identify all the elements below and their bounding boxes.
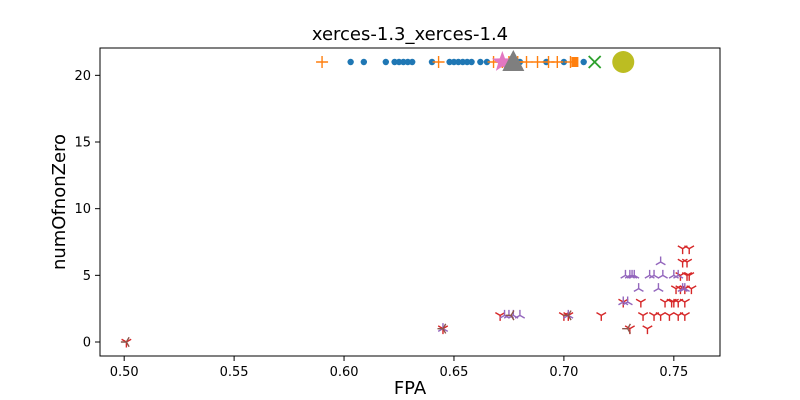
x-axis: 0.50 0.55 0.60 0.65 0.70 0.75 [110, 356, 688, 380]
data-point [395, 58, 403, 66]
data-point [580, 58, 587, 66]
data-point [360, 58, 368, 66]
x-tick-label: 0.60 [330, 365, 359, 380]
data-point [657, 269, 668, 279]
data-point [655, 256, 666, 266]
x-tick-label: 0.55 [220, 365, 249, 380]
data-point [673, 269, 684, 279]
data-point [684, 245, 695, 255]
data-point [622, 296, 633, 306]
plot-area [120, 50, 697, 348]
data-point [681, 258, 693, 268]
data-point [633, 283, 644, 293]
y-axis-label: numOfnonZero [49, 134, 70, 270]
x-tick-label: 0.50 [110, 365, 139, 380]
y-axis: 0 5 10 15 20 [74, 69, 100, 351]
data-point [408, 58, 416, 66]
data-point [622, 323, 632, 334]
data-point [679, 298, 690, 308]
data-point [679, 311, 690, 321]
data-point [644, 269, 655, 279]
data-point [491, 51, 513, 71]
data-point [477, 58, 484, 66]
data-point [463, 58, 471, 66]
data-point [502, 50, 525, 71]
data-point [560, 58, 568, 66]
data-point [437, 323, 447, 334]
data-point [432, 56, 445, 68]
data-point [468, 58, 475, 66]
data-point [382, 58, 390, 66]
y-tick-label: 15 [74, 136, 91, 151]
data-point [455, 58, 462, 66]
data-point [347, 58, 354, 66]
plot-frame [99, 47, 721, 357]
data-point [446, 58, 453, 66]
data-point [664, 311, 675, 321]
data-point [459, 58, 466, 66]
data-point [588, 55, 602, 69]
data-point [400, 58, 407, 66]
data-point [629, 269, 640, 279]
data-point [679, 283, 690, 293]
data-point [562, 310, 572, 321]
data-point [391, 58, 398, 66]
data-point [612, 51, 635, 73]
data-point [642, 325, 653, 335]
data-point [428, 58, 436, 66]
data-point [450, 58, 458, 66]
data-point [677, 258, 688, 268]
data-point [520, 56, 533, 68]
x-axis-label: FPA [394, 378, 427, 399]
data-point [637, 311, 649, 321]
x-tick-label: 0.75 [659, 365, 688, 380]
data-point [571, 57, 579, 67]
data-point [316, 56, 329, 68]
data-point [404, 58, 412, 66]
data-point [655, 311, 666, 321]
data-point [531, 56, 544, 68]
data-point [551, 56, 564, 68]
chart-title: xerces-1.3_xerces-1.4 [312, 24, 508, 45]
data-point [635, 298, 646, 308]
x-tick-label: 0.65 [439, 365, 468, 380]
y-tick-label: 0 [83, 336, 91, 351]
data-point [505, 310, 515, 321]
x-tick-label: 0.70 [549, 365, 578, 380]
data-point [686, 285, 697, 295]
y-tick-label: 20 [74, 69, 91, 84]
data-point [483, 58, 491, 66]
data-point [120, 336, 130, 348]
data-point [596, 311, 607, 321]
data-point [648, 269, 660, 279]
y-tick-label: 5 [83, 269, 91, 284]
y-tick-label: 10 [74, 202, 91, 217]
data-point [653, 283, 664, 293]
data-point [684, 271, 695, 281]
data-point [514, 309, 526, 319]
